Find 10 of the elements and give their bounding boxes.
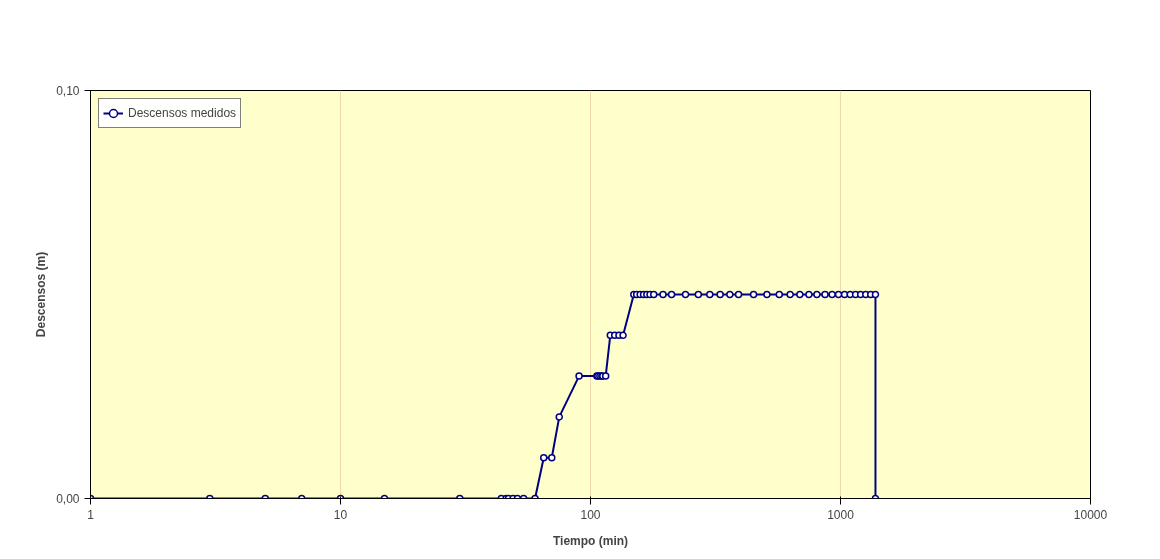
y-axis-title: Descensos (m) <box>34 251 49 338</box>
x-tick-label: 100 <box>580 507 601 522</box>
x-tick-label: 10 <box>333 507 348 522</box>
x-axis-title: Tiempo (min) <box>552 533 629 548</box>
y-tick-label: 0,00 <box>56 492 80 506</box>
x-tick-label: 1 <box>87 507 95 522</box>
y-tick-label: 0,10 <box>56 84 80 98</box>
x-tick-label: 10000 <box>1073 507 1108 522</box>
legend-label: Descensos medidos <box>128 106 237 120</box>
x-tick-label: 1000 <box>827 507 855 522</box>
